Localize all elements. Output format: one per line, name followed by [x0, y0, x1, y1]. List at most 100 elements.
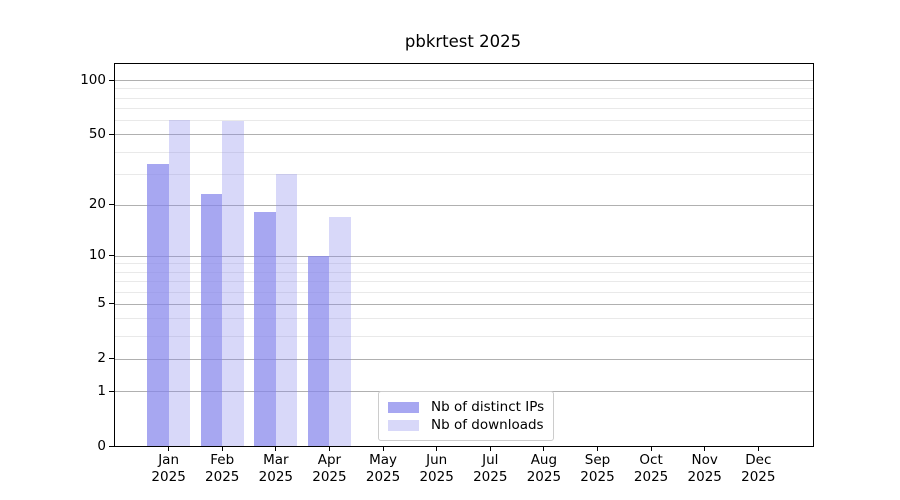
gridline-minor-30 [115, 173, 813, 175]
x-label-year: 2025 [687, 468, 722, 485]
legend-label-downloads: Nb of downloads [431, 417, 544, 433]
gridline-minor-60 [115, 119, 813, 121]
x-label-month: Apr [317, 452, 342, 468]
y-tick-1 [109, 390, 114, 392]
gridline-major-10 [115, 255, 813, 257]
legend-swatch-downloads [388, 419, 419, 431]
y-label-2: 2 [97, 350, 106, 367]
gridline-minor-4 [115, 318, 813, 320]
legend-item-downloads: Nb of downloads [388, 417, 544, 433]
x-label-may: May 2025 [351, 452, 415, 485]
bar-ips-mar [254, 212, 276, 446]
y-tick-0 [109, 445, 114, 447]
x-label-jul: Jul 2025 [458, 452, 522, 485]
bar-ips-feb [200, 193, 223, 446]
x-label-year: 2025 [365, 468, 401, 485]
legend-item-distinct-ips: Nb of distinct IPs [388, 399, 544, 415]
x-label-month: May [369, 452, 397, 468]
x-tick-oct [650, 447, 652, 451]
x-label-mar: Mar 2025 [244, 452, 308, 485]
y-label-100: 100 [80, 71, 106, 88]
x-tick-feb [221, 447, 223, 451]
y-tick-5 [109, 303, 114, 305]
gridline-minor-9 [115, 263, 813, 265]
x-label-year: 2025 [473, 468, 508, 485]
x-label-month: Jun [426, 452, 448, 468]
gridline-major-5 [115, 303, 813, 305]
y-label-5: 5 [97, 295, 106, 312]
x-tick-sep [596, 447, 598, 451]
y-tick-20 [109, 204, 114, 206]
bar-downloads-apr [329, 216, 351, 446]
x-label-month: Mar [263, 452, 289, 468]
x-tick-dec [757, 447, 759, 451]
x-label-aug: Aug 2025 [512, 452, 576, 485]
x-label-year: 2025 [526, 468, 562, 485]
gridline-minor-3 [115, 336, 813, 338]
y-label-10: 10 [88, 247, 106, 264]
bar-downloads-mar [275, 173, 298, 446]
y-label-1: 1 [97, 382, 106, 399]
x-label-month: Jan [158, 452, 180, 468]
x-tick-aug [543, 447, 545, 451]
bar-ips-jan [147, 164, 169, 446]
x-tick-may [382, 447, 384, 451]
gridline-minor-6 [115, 291, 813, 293]
x-tick-nov [704, 447, 706, 451]
x-label-apr: Apr 2025 [297, 452, 361, 485]
x-label-oct: Oct 2025 [619, 452, 683, 485]
y-label-20: 20 [88, 196, 106, 213]
bar-downloads-jan [168, 119, 190, 446]
gridline-major-2 [115, 358, 813, 360]
chart-title: pbkrtest 2025 [404, 32, 522, 51]
x-label-dec: Dec 2025 [726, 452, 790, 485]
x-label-month: Oct [639, 452, 663, 468]
x-label-year: 2025 [580, 468, 615, 485]
x-tick-jan [168, 447, 170, 451]
y-tick-100 [109, 79, 114, 81]
y-tick-50 [109, 133, 114, 135]
gridline-minor-90 [115, 88, 813, 90]
plot-area [114, 63, 814, 447]
bar-ips-apr [308, 255, 330, 446]
x-label-year: 2025 [258, 468, 293, 485]
x-label-month: Aug [530, 452, 558, 468]
x-label-month: Sep [584, 452, 611, 468]
gridline-minor-70 [115, 107, 813, 109]
gridline-minor-8 [115, 271, 813, 273]
x-label-year: 2025 [633, 468, 669, 485]
x-label-sep: Sep 2025 [565, 452, 629, 485]
x-label-month: Jul [482, 452, 499, 468]
gridline-minor-80 [115, 97, 813, 99]
gridline-minor-7 [115, 281, 813, 283]
x-label-year: 2025 [151, 468, 186, 485]
bar-downloads-feb [222, 121, 244, 446]
x-tick-mar [275, 447, 277, 451]
x-tick-jun [436, 447, 438, 451]
x-tick-jul [489, 447, 491, 451]
x-label-nov: Nov 2025 [673, 452, 737, 485]
legend-swatch-distinct-ips [388, 401, 419, 413]
gridline-major-100 [115, 80, 813, 81]
gridline-major-50 [115, 134, 813, 136]
gridline-major-20 [115, 204, 813, 206]
gridline-minor-40 [115, 151, 813, 153]
legend-label-distinct-ips: Nb of distinct IPs [431, 399, 545, 415]
x-label-month: Feb [210, 452, 235, 468]
x-label-month: Dec [745, 452, 772, 468]
y-tick-10 [109, 255, 114, 257]
y-tick-2 [109, 358, 114, 360]
x-label-year: 2025 [419, 468, 454, 485]
x-label-month: Nov [691, 452, 718, 468]
x-tick-apr [328, 447, 330, 451]
y-label-0: 0 [97, 437, 106, 454]
x-label-year: 2025 [312, 468, 347, 485]
y-label-50: 50 [88, 125, 106, 142]
x-label-jan: Jan 2025 [137, 452, 201, 485]
x-label-year: 2025 [741, 468, 776, 485]
legend: Nb of distinct IPs Nb of downloads [378, 391, 555, 441]
x-label-year: 2025 [205, 468, 240, 485]
x-label-feb: Feb 2025 [190, 452, 254, 485]
x-label-jun: Jun 2025 [405, 452, 469, 485]
